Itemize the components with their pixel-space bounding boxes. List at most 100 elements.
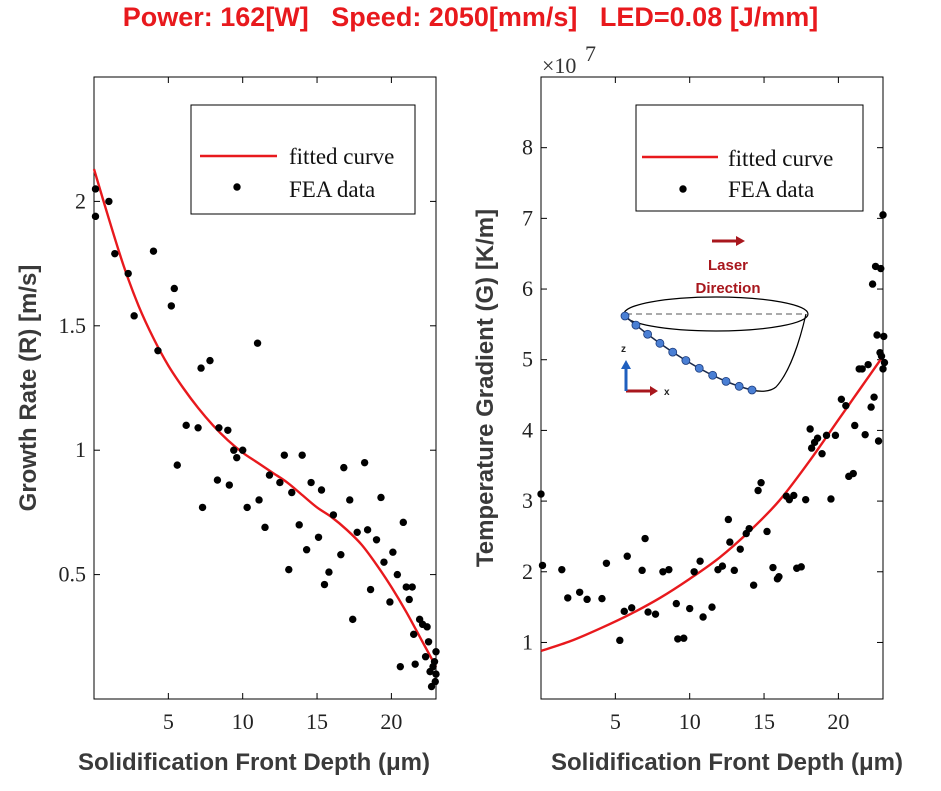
fea-data-point xyxy=(105,197,113,206)
fea-data-point xyxy=(295,521,303,529)
fea-data-point xyxy=(651,610,660,618)
x-axis-letter: x xyxy=(664,387,670,398)
fea-data-point xyxy=(842,401,850,410)
fea-data-point xyxy=(182,421,190,430)
right-y-multiplier: ×10 7 xyxy=(542,41,596,78)
fea-data-point xyxy=(194,424,202,432)
path-point xyxy=(694,363,704,373)
fea-data-point xyxy=(432,648,440,656)
fea-data-point xyxy=(213,476,222,484)
y-tick-label: 7 xyxy=(522,205,533,230)
fea-data-point xyxy=(718,562,727,570)
path-point xyxy=(734,381,744,391)
laser-label-line2: Direction xyxy=(695,280,760,297)
path-point xyxy=(643,329,653,339)
fea-data-point xyxy=(870,393,878,401)
fea-data-point xyxy=(877,352,886,360)
fea-data-point xyxy=(325,568,333,576)
x-tick-label: 10 xyxy=(232,709,254,734)
fea-data-point xyxy=(874,437,883,445)
fea-data-point xyxy=(868,280,877,288)
fea-data-point xyxy=(763,527,771,536)
x-tick-label: 5 xyxy=(610,709,621,734)
fea-data-point xyxy=(380,558,388,566)
fea-data-point xyxy=(424,638,433,646)
fea-data-point xyxy=(377,493,385,502)
melt-pool-boundary xyxy=(751,313,807,392)
fea-data-point xyxy=(230,446,238,454)
fea-data-point xyxy=(807,444,816,452)
fea-data-point xyxy=(736,545,744,553)
left-legend-curve-label: fitted curve xyxy=(289,144,394,169)
y-tick-label: 0.5 xyxy=(59,562,87,587)
fea-data-point xyxy=(754,486,762,495)
path-point xyxy=(631,320,641,330)
fea-data-point xyxy=(690,568,698,576)
fea-data-point xyxy=(602,559,611,567)
fea-data-point xyxy=(837,395,846,404)
fea-data-point xyxy=(537,490,545,498)
left-y-ticks: 0.5 1 1.5 2 xyxy=(59,188,436,587)
left-x-axis-label: Solidification Front Depth (μm) xyxy=(78,749,430,776)
fea-data-point xyxy=(880,332,888,341)
fea-data-point xyxy=(363,526,372,534)
right-legend-fea-label: FEA data xyxy=(728,177,814,202)
left-legend-dot-swatch xyxy=(233,183,241,191)
right-y-axis-label: Temperature Gradient (G) [K/m] xyxy=(472,209,499,567)
fea-data-point xyxy=(372,536,381,544)
path-point xyxy=(620,311,630,321)
fea-data-point xyxy=(265,471,274,479)
fea-data-point xyxy=(366,585,375,594)
fea-data-point xyxy=(276,478,284,487)
fea-data-point xyxy=(329,511,338,519)
path-point xyxy=(747,385,757,395)
fea-data-point xyxy=(402,583,410,591)
y-multiplier-exponent: 7 xyxy=(585,41,596,66)
left-fea-points xyxy=(91,185,440,691)
fea-data-point xyxy=(197,364,205,372)
y-tick-label: 6 xyxy=(522,276,533,301)
right-x-axis-label: Solidification Front Depth (μm) xyxy=(551,749,903,776)
fea-data-point xyxy=(411,660,419,668)
fea-data-point xyxy=(431,677,439,686)
fea-data-point xyxy=(708,603,716,611)
fea-data-point xyxy=(827,495,835,503)
right-legend: fitted curve FEA data xyxy=(635,104,864,212)
fea-data-point xyxy=(405,595,413,604)
fea-data-point xyxy=(198,503,207,512)
fea-data-point xyxy=(831,431,840,440)
left-fitted-curve xyxy=(92,168,438,668)
left-legend-fea-label: FEA data xyxy=(289,177,375,202)
fea-data-point xyxy=(858,365,866,373)
fea-data-point xyxy=(672,599,681,608)
fea-data-point xyxy=(879,365,887,373)
fea-data-point xyxy=(167,302,176,310)
y-tick-label: 1 xyxy=(522,629,533,654)
right-y-ticks: 1 2 3 4 5 6 7 8 xyxy=(522,135,883,654)
fea-data-point xyxy=(730,566,739,575)
right-chart: 1 2 3 4 5 6 7 8 5 10 15 20 ×10 7 fitted curve FEA … xyxy=(472,41,903,776)
fea-data-point xyxy=(849,469,857,478)
path-point xyxy=(668,347,678,357)
fea-data-point xyxy=(225,481,234,489)
fea-data-point xyxy=(280,451,289,459)
fea-data-point xyxy=(253,339,262,347)
left-legend: fitted curve FEA data xyxy=(190,104,416,215)
fea-data-point xyxy=(173,461,181,469)
fea-data-point xyxy=(769,563,777,572)
fea-data-point xyxy=(790,491,798,500)
left-y-axis-label: Growth Rate (R) [m/s] xyxy=(15,265,42,512)
fea-data-point xyxy=(430,657,439,666)
fea-data-point xyxy=(806,425,814,433)
right-x-ticks: 5 10 15 20 xyxy=(610,77,849,734)
fea-data-point xyxy=(261,523,269,532)
fea-data-point xyxy=(620,607,628,616)
right-fitted-curve-group xyxy=(540,355,884,653)
fea-data-point xyxy=(598,594,606,603)
fea-data-point xyxy=(644,608,652,616)
fea-data-point xyxy=(238,446,247,454)
right-legend-dot-swatch xyxy=(679,185,687,193)
laser-label-line1: Laser xyxy=(708,257,748,274)
fea-data-point xyxy=(111,249,119,258)
